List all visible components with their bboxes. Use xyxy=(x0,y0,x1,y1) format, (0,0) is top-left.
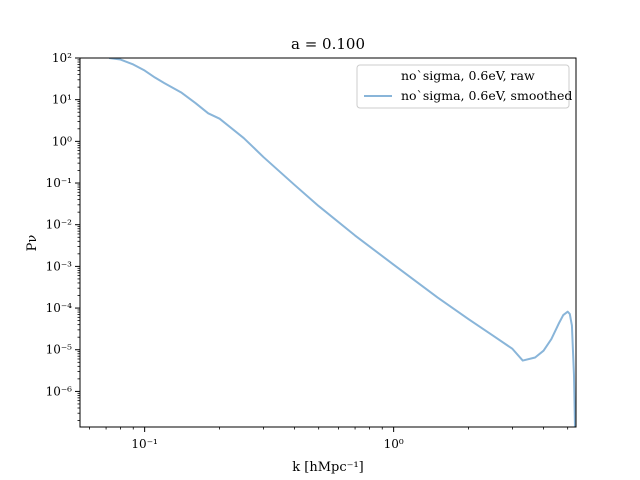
y-tick-label-7: 10⁻⁵ xyxy=(46,343,73,357)
legend-label-0: no`sigma, 0.6eV, raw xyxy=(401,68,535,83)
y-tick-label-5: 10⁻³ xyxy=(46,259,73,273)
legend-label-1: no`sigma, 0.6eV, smoothed xyxy=(401,88,572,103)
legend: no`sigma, 0.6eV, raw no`sigma, 0.6eV, smo… xyxy=(356,64,572,109)
ticks-layer: 10⁻¹ 10⁰ 10² 10¹ 10⁰ 10⁻¹ 10⁻² 10⁻³ 10⁻⁴ 10⁻⁵ 10⁻⁶ xyxy=(46,51,569,451)
x-tick-label-1: 10⁰ xyxy=(384,437,404,451)
plot-frame xyxy=(79,57,577,428)
y-tick-label-3: 10⁻¹ xyxy=(46,176,72,190)
y-tick-label-6: 10⁻⁴ xyxy=(46,301,73,315)
series-line-1 xyxy=(108,58,576,427)
y-tick-label-2: 10⁰ xyxy=(52,134,72,148)
y-tick-label-4: 10⁻² xyxy=(46,218,73,232)
y-tick-label-8: 10⁻⁶ xyxy=(46,384,73,398)
y-tick-label-0: 10² xyxy=(52,51,72,65)
x-tick-label-0: 10⁻¹ xyxy=(131,437,157,451)
y-axis-label: Pν xyxy=(25,235,40,252)
y-tick-label-1: 10¹ xyxy=(52,93,72,107)
series-line-0 xyxy=(109,58,576,427)
series-layer xyxy=(108,58,576,427)
legend-box xyxy=(356,64,570,109)
chart-title: a = 0.100 xyxy=(291,35,365,53)
x-axis-label: k [hMpc⁻¹] xyxy=(292,460,364,475)
